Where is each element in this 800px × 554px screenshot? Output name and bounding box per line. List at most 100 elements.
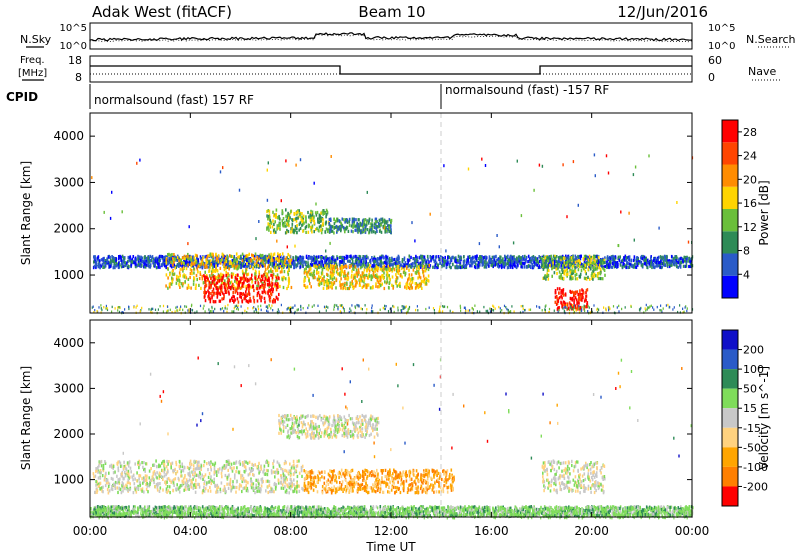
power-cell xyxy=(555,255,558,259)
power-cell xyxy=(167,286,169,290)
power-cell xyxy=(311,255,313,260)
power-cell xyxy=(359,229,362,233)
power-cell xyxy=(560,263,563,267)
power-cell xyxy=(189,271,192,276)
power-cell xyxy=(344,227,347,231)
power-cell xyxy=(171,272,174,276)
power-cell xyxy=(309,218,312,223)
power-cell xyxy=(295,211,297,215)
power-cell xyxy=(337,272,340,276)
power-cell xyxy=(226,265,229,269)
power-cell xyxy=(554,256,556,260)
power-cell xyxy=(373,257,375,261)
power-cell xyxy=(645,256,647,260)
power-cell xyxy=(188,260,190,264)
power-cell xyxy=(260,295,262,299)
power-cell xyxy=(289,261,292,265)
power-cell xyxy=(397,309,399,312)
power-cell xyxy=(234,279,236,283)
power-cell xyxy=(570,256,573,260)
power-cell xyxy=(583,262,586,266)
power-cell xyxy=(412,268,415,272)
power-cell xyxy=(371,230,373,234)
power-cell xyxy=(234,258,236,262)
power-cell xyxy=(369,228,371,232)
power-cell xyxy=(565,268,568,272)
power-cell xyxy=(338,226,340,231)
power-cell xyxy=(159,265,161,269)
power-cell xyxy=(352,267,354,271)
power-cell xyxy=(520,214,523,218)
power-cell xyxy=(135,258,138,262)
power-cell xyxy=(498,245,500,249)
power-cell xyxy=(576,301,578,305)
power-cell xyxy=(560,294,562,298)
power-cell xyxy=(601,263,603,267)
power-cell xyxy=(573,291,575,295)
power-cell xyxy=(184,258,186,262)
power-cell xyxy=(212,257,214,261)
power-cell xyxy=(399,261,401,265)
power-cell xyxy=(565,260,568,264)
power-cell xyxy=(350,282,353,286)
power-cell xyxy=(688,256,691,260)
power-cell xyxy=(560,261,562,265)
power-cell xyxy=(633,262,636,266)
power-cell xyxy=(205,291,207,295)
power-cell xyxy=(260,259,262,263)
power-cell xyxy=(109,255,111,259)
power-cell xyxy=(259,264,262,268)
power-cell xyxy=(463,306,465,309)
power-cell xyxy=(239,280,242,284)
power-cell xyxy=(262,281,264,285)
power-cell xyxy=(206,260,209,264)
power-cell xyxy=(331,260,334,264)
power-cell xyxy=(428,264,431,268)
power-cell xyxy=(500,263,503,267)
power-cell xyxy=(401,258,404,262)
power-cell xyxy=(165,265,167,270)
power-cell xyxy=(253,262,256,266)
power-cell xyxy=(154,257,157,261)
power-cell xyxy=(561,277,564,281)
power-cell xyxy=(329,241,331,245)
power-cell xyxy=(320,257,322,261)
power-cell xyxy=(387,267,389,271)
power-cell xyxy=(597,256,600,260)
power-cell xyxy=(611,255,613,260)
power-cell xyxy=(255,237,257,241)
power-cell xyxy=(593,304,595,307)
power-cell xyxy=(201,277,204,281)
power-cell xyxy=(323,259,326,263)
power-cell xyxy=(307,306,309,310)
power-cell xyxy=(341,269,344,273)
power-cell xyxy=(596,254,599,258)
power-cell xyxy=(560,265,562,269)
power-cell xyxy=(579,261,581,265)
power-cell xyxy=(217,254,220,258)
power-cell xyxy=(578,264,581,269)
power-cell xyxy=(524,254,526,258)
power-cell xyxy=(154,259,157,263)
power-cell xyxy=(315,270,318,274)
power-cell xyxy=(564,302,567,306)
power-cell xyxy=(403,270,405,274)
power-cell xyxy=(204,281,207,285)
power-cell xyxy=(361,230,363,234)
power-cell xyxy=(336,268,339,272)
power-cell xyxy=(232,260,235,264)
power-cell xyxy=(365,273,368,277)
power-cell xyxy=(361,223,363,227)
power-cell xyxy=(141,306,143,310)
power-cell xyxy=(566,272,569,276)
power-cell xyxy=(266,282,269,286)
power-cell xyxy=(595,274,597,278)
power-cell xyxy=(395,262,398,266)
power-cell xyxy=(560,276,562,280)
power-cell xyxy=(573,258,575,262)
power-cell xyxy=(225,256,227,260)
power-cell xyxy=(485,265,488,269)
power-cell xyxy=(660,256,663,260)
power-cell xyxy=(285,263,287,268)
power-cell xyxy=(399,284,401,288)
